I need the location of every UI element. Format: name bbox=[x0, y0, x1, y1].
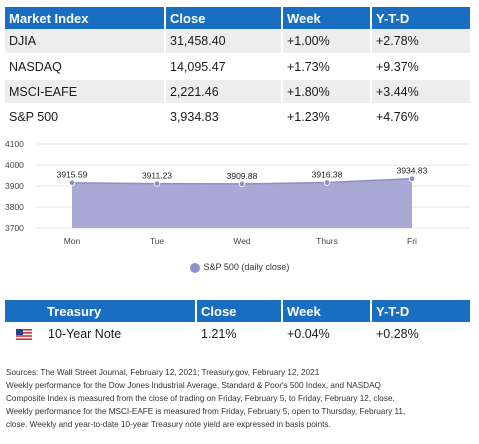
treasury-ytd: +0.28% bbox=[371, 322, 470, 348]
index-name: S&P 500 bbox=[5, 104, 166, 130]
header-ytd: Y-T-D bbox=[371, 7, 470, 29]
index-close: 3,934.83 bbox=[165, 104, 283, 130]
data-label: 3934.83 bbox=[397, 166, 428, 176]
x-tick-label: Tue bbox=[150, 236, 165, 246]
chart-data-labels: 3915.59 3911.23 3909.88 3916.38 3934.83 bbox=[57, 166, 428, 181]
data-label: 3909.88 bbox=[227, 171, 258, 181]
table-row: S&P 500 3,934.83 +1.23% +4.76% bbox=[5, 104, 470, 130]
footnote-sources: Sources: The Wall Street Journal, Februa… bbox=[6, 368, 320, 377]
index-close: 2,221.46 bbox=[165, 79, 283, 105]
header-market-index: Market Index bbox=[5, 7, 166, 29]
market-header-row: Market Index Close Week Y-T-D bbox=[5, 7, 470, 29]
header-treasury: Treasury bbox=[43, 300, 197, 322]
footnote-line: Weekly performance for the MSCI-EAFE is … bbox=[6, 407, 406, 416]
table-row: NASDAQ 14,095.47 +1.73% +9.37% bbox=[5, 54, 470, 80]
treasury-name: 10-Year Note bbox=[43, 322, 197, 348]
flag-cell bbox=[5, 322, 44, 348]
us-flag-icon bbox=[15, 329, 32, 341]
index-ytd: +9.37% bbox=[371, 54, 470, 80]
index-ytd: +4.76% bbox=[371, 104, 470, 130]
index-name: MSCI-EAFE bbox=[5, 79, 166, 105]
index-ytd: +2.78% bbox=[371, 29, 470, 55]
index-close: 31,458.40 bbox=[165, 29, 283, 55]
header-week: Week bbox=[282, 300, 372, 322]
index-week: +1.80% bbox=[282, 79, 372, 105]
header-close: Close bbox=[196, 300, 283, 322]
index-name: DJIA bbox=[5, 29, 166, 55]
header-spacer bbox=[5, 300, 43, 322]
data-label: 3911.23 bbox=[142, 171, 172, 181]
treasury-week: +0.04% bbox=[282, 322, 372, 348]
y-tick-label: 4100 bbox=[5, 139, 24, 149]
index-week: +1.23% bbox=[282, 104, 372, 130]
index-close: 14,095.47 bbox=[165, 54, 283, 80]
header-close: Close bbox=[165, 7, 283, 29]
footnote-line: close. Weekly and year-to-date 10-year T… bbox=[6, 420, 331, 429]
header-ytd: Y-T-D bbox=[371, 300, 470, 322]
index-week: +1.73% bbox=[282, 54, 372, 80]
footnotes: Sources: The Wall Street Journal, Februa… bbox=[6, 366, 474, 431]
chart-legend: S&P 500 (daily close) bbox=[0, 262, 479, 273]
footnote-line: Composite Index is measured from the clo… bbox=[6, 394, 395, 403]
y-tick-label: 4000 bbox=[5, 160, 24, 170]
sp500-area-chart: 4100 4000 3900 3800 3700 3915.59 3911.23 3909.… bbox=[5, 139, 470, 246]
chart-x-axis: Mon Tue Wed Thurs Fri bbox=[64, 236, 417, 246]
treasury-close: 1.21% bbox=[196, 322, 283, 348]
treasury-table: Treasury Close Week Y-T-D 10-Year Note 1… bbox=[5, 300, 470, 348]
table-row: DJIA 31,458.40 +1.00% +2.78% bbox=[5, 29, 470, 55]
index-name: NASDAQ bbox=[5, 54, 166, 80]
data-point bbox=[238, 180, 246, 188]
x-tick-label: Wed bbox=[233, 236, 251, 246]
series-area bbox=[72, 178, 412, 228]
data-label: 3916.38 bbox=[312, 170, 343, 180]
table-row: MSCI-EAFE 2,221.46 +1.80% +3.44% bbox=[5, 79, 470, 105]
index-week: +1.00% bbox=[282, 29, 372, 55]
data-point bbox=[153, 180, 161, 187]
y-tick-label: 3900 bbox=[5, 181, 24, 191]
y-tick-label: 3700 bbox=[5, 223, 24, 233]
header-week: Week bbox=[282, 7, 372, 29]
market-index-table: Market Index Close Week Y-T-D DJIA 31,45… bbox=[5, 7, 470, 130]
x-tick-label: Fri bbox=[407, 236, 417, 246]
data-point bbox=[408, 175, 416, 182]
index-ytd: +3.44% bbox=[371, 79, 470, 105]
table-row: 10-Year Note 1.21% +0.04% +0.28% bbox=[5, 322, 470, 348]
data-label: 3915.59 bbox=[57, 170, 88, 180]
treasury-header-row: Treasury Close Week Y-T-D bbox=[5, 300, 470, 322]
footnote-line: Weekly performance for the Dow Jones Ind… bbox=[6, 381, 381, 390]
legend-marker bbox=[189, 262, 200, 273]
x-tick-label: Thurs bbox=[316, 236, 338, 246]
chart-points bbox=[68, 175, 416, 188]
legend-label: S&P 500 (daily close) bbox=[203, 262, 290, 272]
y-tick-label: 3800 bbox=[5, 202, 24, 212]
data-point bbox=[68, 179, 76, 186]
chart-y-axis: 4100 4000 3900 3800 3700 bbox=[5, 139, 24, 233]
data-point bbox=[323, 179, 331, 186]
x-tick-label: Mon bbox=[64, 236, 81, 246]
